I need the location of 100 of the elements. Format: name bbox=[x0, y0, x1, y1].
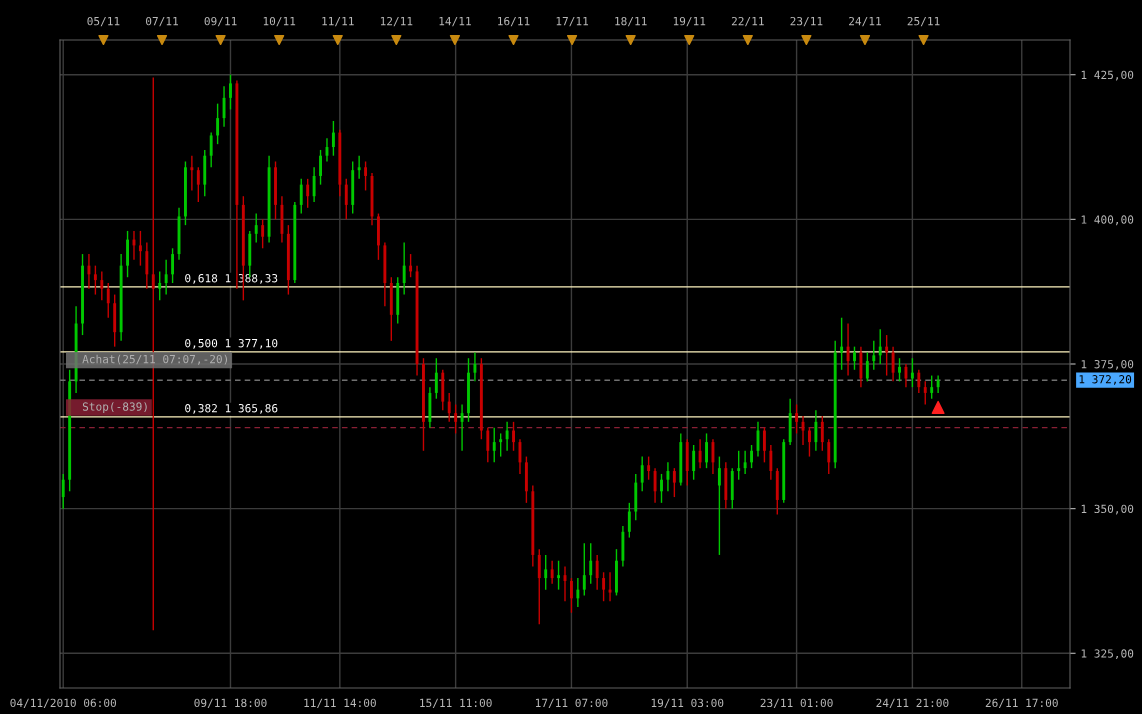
x-tick-label: 24/11 21:00 bbox=[876, 698, 949, 708]
candlestick bbox=[737, 450, 741, 481]
text: 09/11 bbox=[204, 16, 237, 27]
candlestick bbox=[808, 426, 811, 458]
annotation: Achat(25/11 07:07,-20) bbox=[82, 354, 228, 365]
candlestick bbox=[820, 415, 824, 452]
candlestick bbox=[319, 149, 322, 186]
candlestick bbox=[312, 166, 316, 203]
candlestick bbox=[164, 259, 168, 296]
candlestick bbox=[306, 178, 310, 209]
ref-line-label: 1 372,20 bbox=[1079, 375, 1132, 385]
text: 25/11 bbox=[907, 16, 940, 27]
candlestick bbox=[647, 455, 651, 481]
x-tick-label: 19/11 03:00 bbox=[651, 698, 724, 708]
text: 07/11 bbox=[146, 16, 178, 27]
candlestick bbox=[602, 571, 606, 602]
candlestick bbox=[698, 438, 702, 469]
candlestick bbox=[467, 357, 470, 423]
x-tick-label: 26/11 17:00 bbox=[985, 698, 1058, 708]
y-tick-label: 1 325,00 bbox=[1081, 649, 1134, 660]
text: 10/11 bbox=[263, 16, 296, 27]
x-tick-label: 11/11 14:00 bbox=[304, 698, 376, 708]
annotation: Stop(-839) bbox=[82, 402, 147, 413]
y-tick-label: 1 425,00 bbox=[1081, 70, 1134, 81]
text: 23/11 bbox=[790, 16, 823, 27]
candlestick bbox=[717, 455, 721, 556]
candlestick bbox=[891, 345, 895, 383]
x-tick-label: 17/11 07:00 bbox=[535, 698, 608, 708]
candlestick bbox=[171, 247, 175, 284]
candlestick bbox=[853, 345, 856, 371]
candlestick bbox=[486, 426, 490, 464]
candlestick bbox=[898, 357, 901, 383]
candlestick bbox=[138, 230, 142, 267]
text: 14/11 bbox=[439, 17, 471, 27]
candlestick bbox=[672, 467, 676, 498]
candlestick bbox=[660, 473, 663, 504]
candlestick bbox=[216, 102, 220, 145]
candlestick bbox=[878, 328, 882, 365]
candlestick bbox=[126, 230, 129, 278]
x-tick-label: 04/11/2010 06:00 bbox=[10, 698, 117, 708]
candlestick bbox=[557, 560, 561, 591]
candlestick bbox=[93, 264, 97, 296]
x-tick-label: 09/11 18:00 bbox=[194, 698, 267, 708]
candlestick bbox=[196, 166, 200, 203]
x-tick-label: 23/11 01:00 bbox=[760, 698, 833, 708]
candlestick bbox=[537, 548, 541, 626]
candlestick bbox=[454, 403, 458, 435]
text: 24/11 bbox=[849, 16, 881, 27]
candlestick bbox=[627, 502, 631, 539]
candlestick bbox=[422, 357, 425, 452]
text: 16/11 bbox=[498, 16, 530, 27]
candlestick bbox=[653, 467, 657, 504]
candlestick bbox=[473, 351, 477, 383]
candlestick bbox=[447, 392, 451, 423]
candlestick bbox=[254, 212, 258, 244]
candlestick bbox=[827, 438, 831, 475]
x-tick-label: 15/11 11:00 bbox=[420, 698, 492, 708]
candlestick bbox=[106, 282, 110, 319]
candlestick bbox=[705, 432, 708, 469]
candlestick bbox=[364, 160, 368, 192]
candlestick bbox=[544, 554, 548, 591]
candlestick bbox=[666, 461, 670, 492]
candlestick bbox=[357, 155, 361, 180]
text: 22/11 bbox=[731, 16, 764, 27]
candlestick bbox=[376, 212, 380, 261]
candlestick bbox=[923, 380, 927, 406]
candlestick bbox=[865, 351, 869, 383]
candlestick bbox=[184, 160, 187, 226]
candlestick bbox=[344, 178, 348, 221]
candlestick bbox=[640, 455, 644, 492]
candlestick bbox=[814, 409, 818, 452]
candlestick bbox=[299, 178, 303, 215]
candlestick bbox=[100, 270, 104, 302]
candlestick bbox=[615, 548, 618, 597]
ref-line-label: 0,500 1 377,10 bbox=[185, 338, 278, 349]
ref-line-label: 0,382 1 365,86 bbox=[185, 404, 278, 414]
text: 18/11 bbox=[615, 16, 647, 27]
candlestick bbox=[917, 369, 921, 394]
candlestick bbox=[550, 560, 554, 585]
candlestick bbox=[158, 270, 162, 302]
candlestick bbox=[762, 426, 766, 464]
candlestick bbox=[274, 160, 277, 221]
text: 12/11 bbox=[380, 16, 413, 27]
candlestick bbox=[505, 421, 509, 452]
candlestick bbox=[512, 421, 515, 452]
text: 17/11 bbox=[556, 17, 589, 27]
candlestick bbox=[209, 131, 213, 168]
candlestick bbox=[582, 542, 586, 597]
candlestick bbox=[872, 340, 876, 371]
candlestick bbox=[61, 473, 65, 510]
candlestick bbox=[261, 218, 265, 249]
candlestick bbox=[930, 374, 934, 400]
y-tick-label: 1 375,00 bbox=[1081, 360, 1134, 370]
candlestick bbox=[492, 426, 496, 464]
candlestick bbox=[692, 444, 696, 481]
candlestick bbox=[145, 241, 149, 290]
candlestick bbox=[499, 432, 503, 458]
candlestick bbox=[331, 120, 335, 157]
candlestick bbox=[846, 322, 850, 377]
candlestick bbox=[81, 253, 84, 336]
